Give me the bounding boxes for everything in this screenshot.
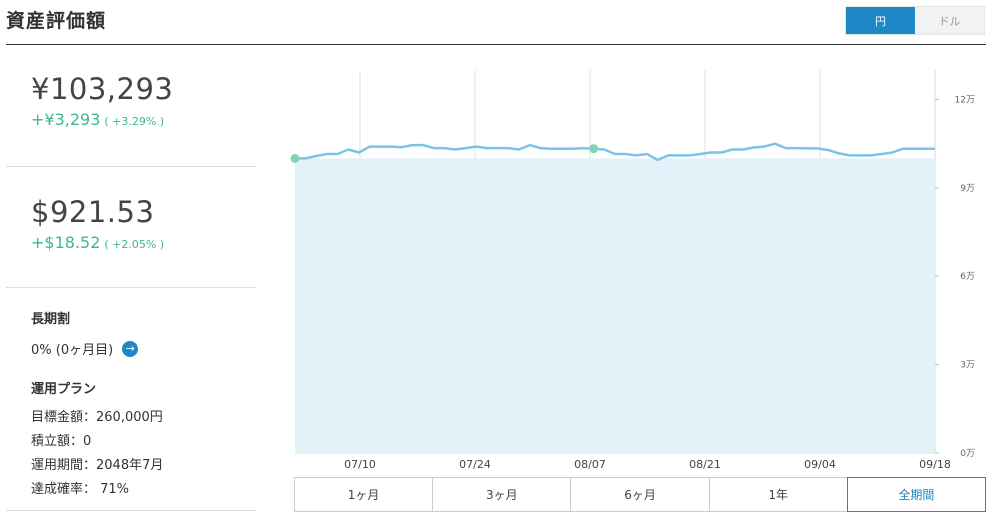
period-6m-button[interactable]: 6ヶ月 xyxy=(570,477,710,512)
y-tick-label: 0万 xyxy=(960,449,975,459)
period-selector: 1ヶ月 3ヶ月 6ヶ月 1年 全期間 xyxy=(294,477,987,512)
plan-target: 目標金額：260,000円 xyxy=(31,410,163,425)
title-divider xyxy=(6,44,986,45)
period-all-button[interactable]: 全期間 xyxy=(846,477,987,512)
yen-button[interactable]: 円 xyxy=(846,7,915,34)
plan-period: 運用期間：2048年7月 xyxy=(31,458,164,473)
y-tick-label: 3万 xyxy=(960,361,975,371)
arrow-right-icon[interactable]: → xyxy=(122,340,139,357)
currency-toggle: 円 ドル xyxy=(845,6,985,35)
dollar-change: +$18.52( +2.05% ) xyxy=(31,233,256,252)
dollar-change-value: +$18.52 xyxy=(31,233,101,252)
yen-amount: ¥103,293 xyxy=(31,72,174,106)
plan-section: 長期割 0% (0ヶ月目) → 運用プラン 目標金額：260,000円 積立額：… xyxy=(6,288,256,498)
period-1m-button[interactable]: 1ヶ月 xyxy=(294,477,434,512)
long-term-discount: 0% (0ヶ月目) → xyxy=(31,339,256,358)
period-3m-button[interactable]: 3ヶ月 xyxy=(432,477,572,512)
x-tick-label: 07/10 xyxy=(344,458,376,471)
x-tick-label: 09/04 xyxy=(804,458,836,471)
yen-change: +¥3,293( +3.29% ) xyxy=(31,110,256,129)
asset-chart: 07/10 07/24 08/07 08/21 09/04 09/18 0万 3万 6万 9万 12… xyxy=(290,70,975,471)
dollar-summary: $921.53 +$18.52( +2.05% ) xyxy=(6,167,256,288)
plan-heading: 運用プラン xyxy=(31,382,97,397)
panel-divider xyxy=(6,510,256,511)
x-tick-label: 08/07 xyxy=(574,458,606,471)
y-tick-label: 12万 xyxy=(955,95,975,105)
summary-panel: ¥103,293 +¥3,293( +3.29% ) $921.53 +$18.… xyxy=(6,46,256,505)
dollar-amount: $921.53 xyxy=(31,195,155,229)
yen-change-pct: ( +3.29% ) xyxy=(104,115,165,128)
period-1y-button[interactable]: 1年 xyxy=(708,477,848,512)
dollar-button[interactable]: ドル xyxy=(915,7,984,34)
x-tick-label: 09/18 xyxy=(919,458,951,471)
plan-probability: 達成確率： 71% xyxy=(31,482,130,497)
dollar-change-pct: ( +2.05% ) xyxy=(104,238,165,251)
yen-change-value: +¥3,293 xyxy=(31,110,101,129)
plan-monthly: 積立額：0 xyxy=(31,434,92,449)
y-tick-label: 9万 xyxy=(960,184,975,194)
value-line xyxy=(295,142,935,162)
principal-area xyxy=(295,158,935,453)
y-tick-label: 6万 xyxy=(960,272,975,282)
x-tick-label: 08/21 xyxy=(689,458,721,471)
data-point-marker xyxy=(589,144,599,154)
data-point-marker xyxy=(290,153,300,163)
yen-summary: ¥103,293 +¥3,293( +3.29% ) xyxy=(6,46,256,167)
long-term-discount-value: 0% (0ヶ月目) xyxy=(31,343,114,358)
long-term-discount-heading: 長期割 xyxy=(31,312,71,327)
x-tick-label: 07/24 xyxy=(459,458,491,471)
page-title: 資産評価額 xyxy=(6,10,107,32)
